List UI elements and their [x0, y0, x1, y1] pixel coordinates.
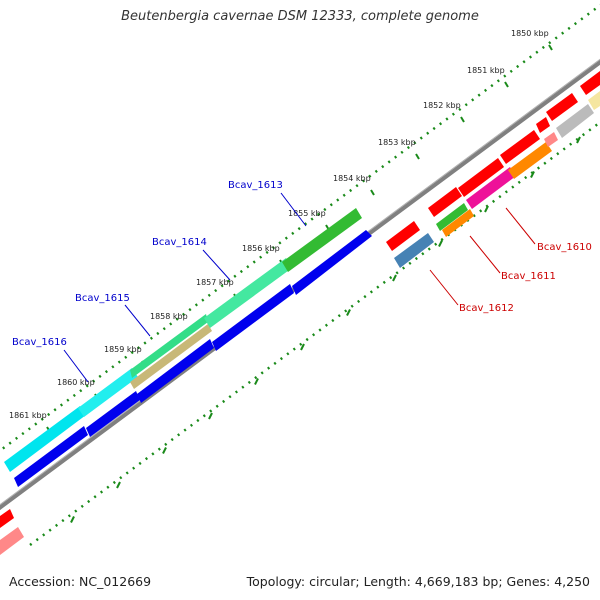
gene-red-b[interactable] [428, 187, 462, 217]
genome-summary-text: Topology: circular; Length: 4,669,183 bp… [246, 574, 590, 589]
gene-seagreen-segment[interactable] [130, 314, 208, 378]
gene-label-bcav-1615[interactable]: Bcav_1615 [75, 293, 130, 304]
scale-tick-mark-inner [254, 378, 259, 385]
scale-tick-mark-inner [208, 412, 213, 420]
scale-tick-label: 1851 kbp [467, 66, 505, 75]
scale-ring-inner [29, 120, 600, 547]
gene-red-e[interactable] [536, 117, 550, 133]
scale-tick-label: 1856 kbp [242, 244, 280, 253]
scale-ticks: 1850 kbp 1851 kbp 1852 kbp 1853 kbp 1854 kbp… [9, 29, 581, 523]
gene-track-lower [14, 230, 372, 487]
scale-tick-mark-inner [70, 516, 75, 523]
scale-tick-label: 1858 kbp [150, 312, 188, 321]
gene-orange-a[interactable] [508, 142, 552, 179]
gene-red-h[interactable] [0, 509, 14, 528]
gene-bcav-1614b-cds[interactable] [212, 284, 294, 351]
scale-tick-mark-inner [162, 447, 167, 454]
scale-tick-mark [370, 189, 375, 196]
scale-tick-mark-inner [116, 481, 121, 489]
gene-label-bcav-1611[interactable]: Bcav_1611 [501, 271, 556, 282]
gene-label-bcav-1616[interactable]: Bcav_1616 [12, 337, 67, 348]
scale-tick-mark [460, 116, 465, 123]
gene-red-f[interactable] [546, 93, 578, 121]
gene-labels: Bcav_1613 Bcav_1614 Bcav_1615 Bcav_1616 … [12, 180, 592, 348]
scale-tick-label: 1859 kbp [104, 345, 142, 354]
scale-tick-label: 1857 kbp [196, 278, 234, 287]
scale-tick-label: 1855 kbp [288, 209, 326, 218]
accession-text: Accession: NC_012669 [9, 574, 152, 589]
scale-tick-mark [415, 153, 420, 160]
scale-tick-mark-inner [300, 343, 305, 351]
scale-tick-mark-inner [530, 171, 535, 178]
gene-bcav-1611-cds[interactable] [442, 209, 474, 237]
gene-grey-a[interactable] [556, 104, 594, 138]
gene-bcav-1616-cds[interactable] [14, 426, 88, 487]
scale-tick-mark-inner [576, 136, 581, 144]
gene-red-c[interactable] [458, 158, 504, 197]
scale-tick-mark-inner [346, 309, 351, 316]
gene-label-bcav-1612[interactable]: Bcav_1612 [459, 303, 514, 314]
gene-track-right [0, 71, 600, 555]
gene-bcav-1613-cds[interactable] [292, 230, 372, 295]
scale-tick-label: 1854 kbp [333, 174, 371, 183]
gene-red-a[interactable] [386, 221, 420, 251]
gene-pink-a[interactable] [544, 132, 558, 147]
scale-tick-label: 1852 kbp [423, 101, 461, 110]
gene-pink-b[interactable] [0, 527, 24, 555]
scale-tick-mark-inner [438, 240, 443, 247]
gene-red-d[interactable] [500, 130, 540, 164]
scale-tick-mark [548, 44, 553, 51]
gene-bcav-1614-cds[interactable] [137, 339, 214, 403]
gene-yellow-a[interactable] [588, 91, 600, 110]
scale-tick-mark-inner [484, 205, 489, 213]
scale-tick-mark [504, 81, 509, 88]
gene-track-upper [4, 208, 362, 472]
gene-cyan-segment[interactable] [4, 406, 86, 472]
gene-khaki-segment[interactable] [130, 324, 212, 389]
gene-green-segment[interactable] [282, 208, 362, 272]
scale-tick-label: 1861 kbp [9, 411, 47, 420]
scale-tick-label: 1853 kbp [378, 138, 416, 147]
gene-bcav-1610-cds[interactable] [466, 167, 516, 209]
map-title: Beutenbergia cavernae DSM 12333, complet… [121, 9, 479, 24]
gene-label-leaders [63, 192, 536, 383]
gene-bcav-1612-cds[interactable] [394, 233, 434, 268]
gene-seagreen-segment-2[interactable] [204, 258, 292, 328]
gene-bcav-1615-cds[interactable] [86, 391, 140, 437]
gene-red-g[interactable] [580, 71, 600, 95]
scale-tick-label: 1850 kbp [511, 29, 549, 38]
gene-label-bcav-1614[interactable]: Bcav_1614 [152, 237, 207, 248]
scale-tick-label: 1860 kbp [57, 378, 95, 387]
gene-label-bcav-1613[interactable]: Bcav_1613 [228, 180, 283, 191]
scale-tick-mark-inner [392, 274, 397, 282]
gene-green-small[interactable] [436, 203, 468, 231]
scale-ring-outer [0, 3, 600, 453]
gene-cyan-segment-2[interactable] [78, 368, 138, 417]
gene-label-bcav-1610[interactable]: Bcav_1610 [537, 242, 592, 253]
